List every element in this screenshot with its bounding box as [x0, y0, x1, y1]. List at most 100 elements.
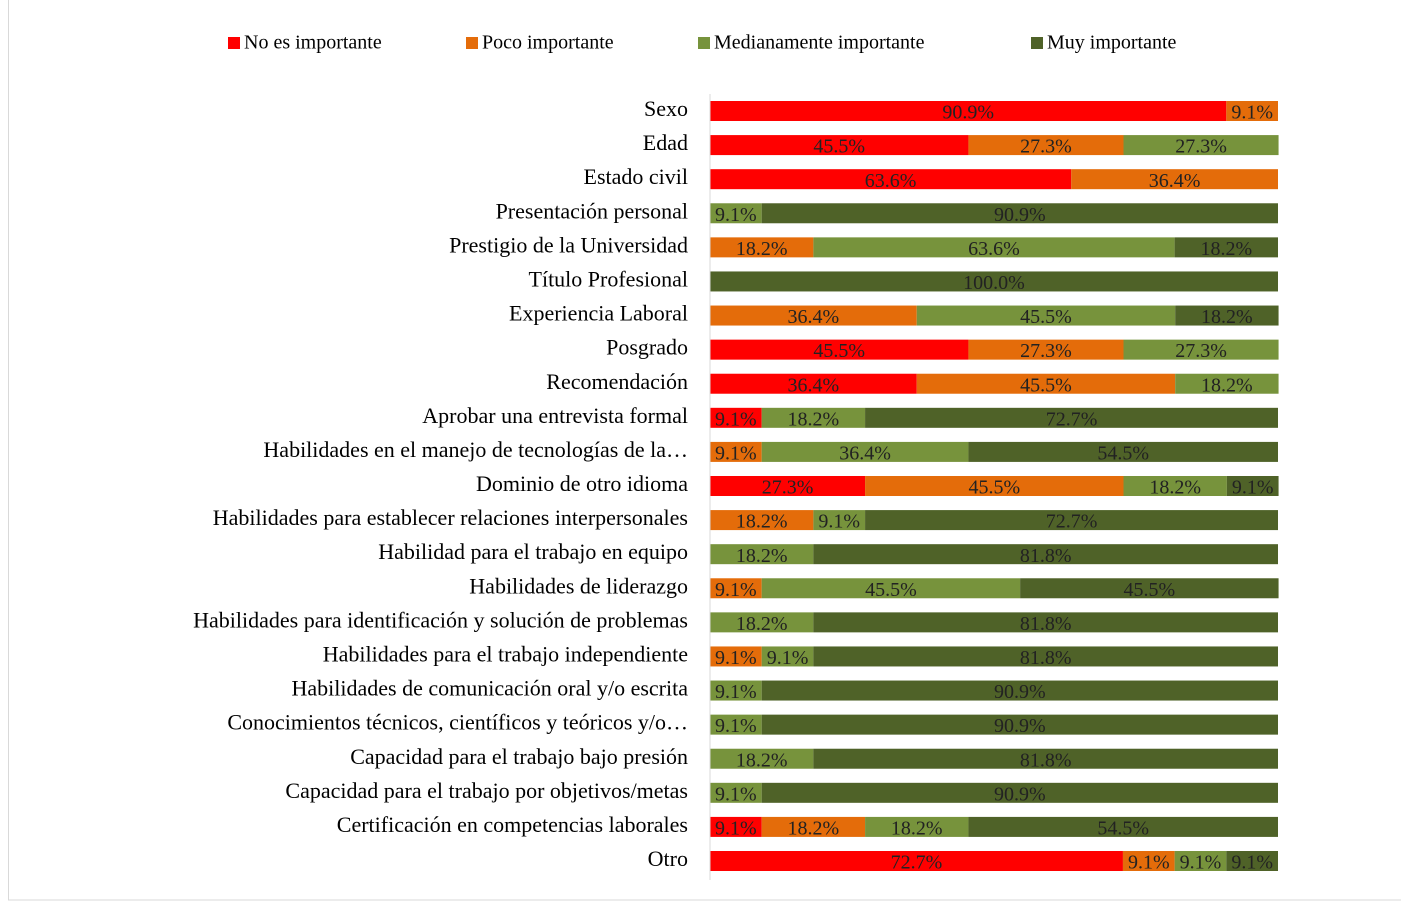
bar-segment [865, 816, 969, 837]
y-tick-label: Habilidades en el manejo de tecnologías … [263, 437, 688, 462]
data-label: 9.1% [818, 511, 860, 533]
data-label: 9.1% [715, 204, 757, 226]
data-label: 27.3% [762, 477, 814, 499]
bar-segment [710, 135, 969, 156]
bar-segment [710, 816, 762, 837]
data-label: 9.1% [1231, 102, 1273, 124]
data-label: 36.4% [788, 374, 840, 396]
legend-swatch [698, 37, 710, 49]
data-label: 72.7% [891, 852, 943, 874]
data-label: 9.1% [715, 818, 757, 840]
bar-segment [710, 305, 917, 326]
data-label: 45.5% [1124, 579, 1176, 601]
bar-segment [761, 714, 1278, 735]
data-label: 90.9% [994, 204, 1046, 226]
data-label: 9.1% [1128, 852, 1170, 874]
bar-segment [761, 203, 1278, 224]
y-tick-label: Capacidad para el trabajo bajo presión [350, 744, 688, 769]
bar-segment [1226, 476, 1279, 496]
y-tick-label: Posgrado [606, 335, 688, 360]
bar-segment [710, 851, 1123, 871]
bar-segment [865, 407, 1278, 428]
data-label: 18.2% [736, 238, 788, 260]
y-tick-label: Habilidades de comunicación oral y/o esc… [292, 676, 689, 701]
bar-segment [813, 612, 1278, 633]
y-tick-label: Recomendación [546, 369, 688, 394]
y-tick-label: Título Profesional [529, 267, 688, 292]
data-label: 45.5% [1020, 306, 1072, 328]
data-label: 9.1% [715, 647, 757, 669]
y-tick-label: Habilidades de liderazgo [469, 573, 688, 598]
y-tick-label: Capacidad para el trabajo por objetivos/… [285, 778, 688, 803]
data-label: 81.8% [1020, 613, 1072, 635]
bar-segment [710, 101, 1227, 121]
bar-segment [1123, 135, 1279, 156]
data-label: 18.2% [736, 749, 788, 771]
bar-segment [1020, 578, 1279, 599]
y-tick-label: Habilidad para el trabajo en equipo [378, 539, 688, 564]
y-tick-label: Aprobar una entrevista formal [422, 403, 688, 428]
data-label: 9.1% [715, 783, 757, 805]
legend-label: No es importante [244, 32, 382, 54]
data-label: 54.5% [1097, 443, 1149, 465]
bar-segment [761, 680, 1278, 701]
data-label: 100.0% [963, 272, 1025, 294]
data-label: 81.8% [1020, 749, 1072, 771]
data-label: 63.6% [865, 170, 917, 192]
data-label: 90.9% [942, 102, 994, 124]
bar-segment [813, 646, 1278, 667]
data-label: 9.1% [715, 681, 757, 703]
bar-segment [710, 169, 1072, 190]
legend-swatch [1031, 37, 1043, 49]
bar-segment [1226, 851, 1278, 871]
bar-segment [1071, 169, 1278, 190]
data-label: 18.2% [736, 613, 788, 635]
data-label: 72.7% [1046, 408, 1098, 430]
data-label: 18.2% [736, 545, 788, 567]
data-label: 18.2% [891, 818, 943, 840]
bar-segment [968, 816, 1278, 837]
data-label: 45.5% [865, 579, 917, 601]
bar-segment [710, 373, 917, 394]
bar-segment [761, 407, 866, 428]
data-label: 9.1% [715, 408, 757, 430]
bar-segment [968, 441, 1278, 462]
y-tick-label: Habilidades para identificación y soluci… [193, 607, 688, 632]
data-label: 9.1% [1231, 852, 1273, 874]
legend-label: Muy importante [1047, 32, 1177, 54]
y-tick-label: Certificación en competencias laborales [337, 812, 688, 837]
y-tick-label: Dominio de otro idioma [476, 471, 688, 496]
bar-segment [710, 407, 762, 428]
legend-label: Poco importante [482, 32, 614, 54]
chart-frame [8, 0, 1401, 901]
data-label: 18.2% [788, 408, 840, 430]
data-label: 72.7% [1046, 511, 1098, 533]
data-label: 18.2% [736, 511, 788, 533]
data-label: 18.2% [1149, 477, 1201, 499]
data-label: 36.4% [788, 306, 840, 328]
bar-segment [761, 782, 1278, 803]
data-label: 54.5% [1097, 818, 1149, 840]
bar-segment [710, 714, 762, 735]
bar-segment [710, 748, 814, 769]
bar-segment [1175, 305, 1279, 326]
y-tick-label: Otro [648, 846, 688, 871]
y-tick-label: Estado civil [584, 164, 688, 189]
bar-segment [968, 339, 1124, 360]
bar-segment [710, 237, 814, 258]
y-tick-label: Experiencia Laboral [509, 301, 688, 326]
data-label: 36.4% [1149, 170, 1201, 192]
bar-segment [710, 544, 814, 565]
legend-label: Medianamente importante [714, 32, 925, 54]
data-label: 27.3% [1175, 340, 1227, 362]
bar-segment [813, 510, 866, 531]
bar-segment [916, 305, 1176, 326]
bar-segment [710, 339, 969, 360]
data-label: 36.4% [839, 443, 891, 465]
bar-segment [813, 544, 1278, 565]
data-label: 9.1% [715, 443, 757, 465]
bar-segment [1123, 339, 1279, 360]
bar-segment [710, 476, 866, 496]
